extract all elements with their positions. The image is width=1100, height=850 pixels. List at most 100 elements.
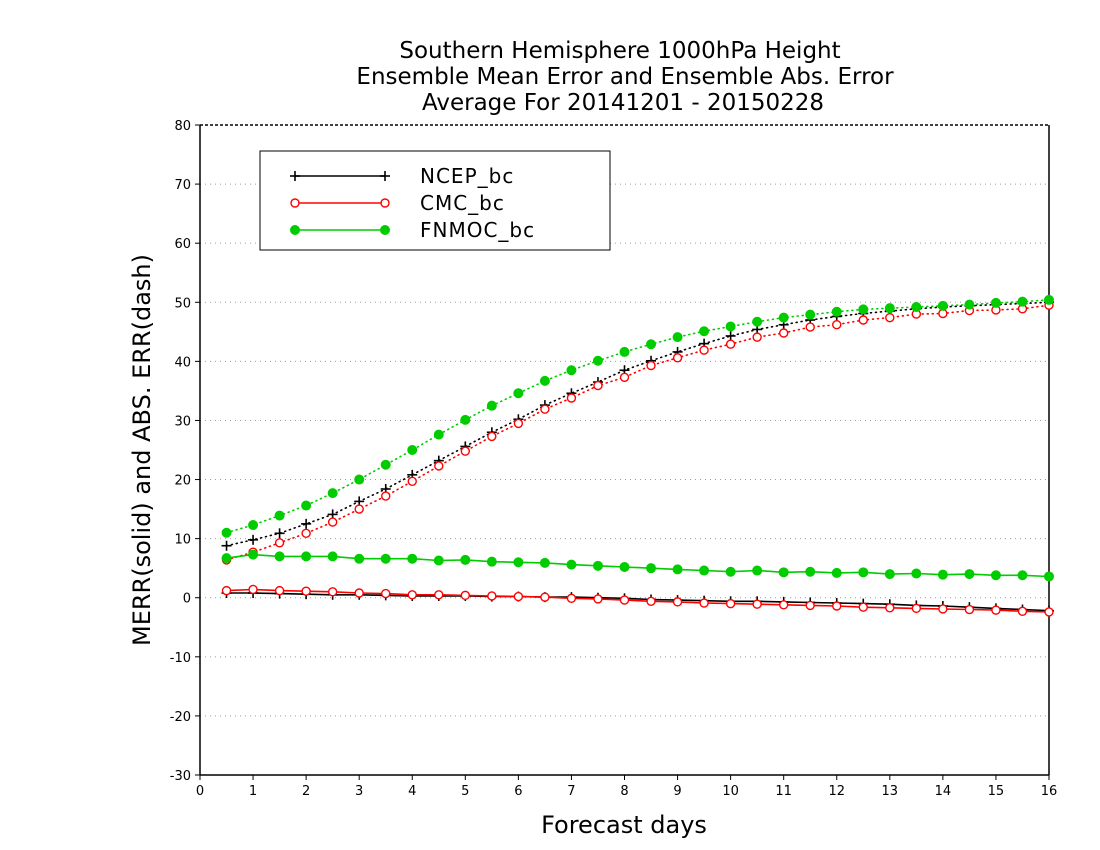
abs-err-point bbox=[964, 299, 975, 310]
abs-err-point bbox=[433, 429, 444, 440]
abs-err-line bbox=[225, 299, 1050, 534]
y-axis-label: MERR(solid) and ABS. ERR(dash) bbox=[128, 254, 156, 646]
x-tick-label: 4 bbox=[408, 784, 416, 799]
legend-marker-left bbox=[290, 198, 300, 208]
y-tick-label: 30 bbox=[174, 414, 191, 429]
x-tick-label: 11 bbox=[775, 784, 792, 799]
x-tick-label: 7 bbox=[567, 784, 575, 799]
merr-point bbox=[593, 594, 603, 604]
abs-err-point bbox=[566, 365, 577, 376]
y-tick-label: 70 bbox=[174, 178, 191, 193]
y-tick-label: 80 bbox=[174, 119, 191, 134]
merr-point bbox=[858, 602, 868, 612]
merr-point bbox=[937, 569, 948, 580]
merr-point bbox=[301, 586, 311, 596]
series-layer bbox=[221, 294, 1054, 617]
x-tick-label: 6 bbox=[514, 784, 522, 799]
x-tick-label: 8 bbox=[620, 784, 628, 799]
merr-point bbox=[434, 590, 444, 600]
merr-point bbox=[672, 564, 683, 575]
abs-err-point bbox=[354, 504, 364, 514]
abs-err-point bbox=[460, 414, 471, 425]
merr-point bbox=[911, 603, 922, 614]
abs-err-point bbox=[619, 372, 630, 383]
chart-title: Southern Hemisphere 1000hPa Height Ensem… bbox=[356, 38, 894, 116]
merr-point bbox=[354, 588, 364, 598]
merr-point bbox=[486, 556, 497, 567]
abs-err-point bbox=[725, 321, 736, 332]
abs-err-point bbox=[646, 339, 657, 350]
x-tick-label: 15 bbox=[988, 784, 1005, 799]
abs-err-point bbox=[407, 476, 417, 487]
abs-err-point bbox=[990, 297, 1001, 308]
abs-err-line bbox=[225, 304, 1050, 561]
abs-err-point bbox=[911, 302, 922, 312]
merr-point bbox=[540, 592, 550, 602]
x-axis-label: Forecast days bbox=[541, 811, 707, 839]
abs-err-point bbox=[778, 312, 789, 323]
x-tick-label: 3 bbox=[355, 784, 363, 799]
abs-err-point bbox=[274, 528, 285, 539]
merr-point bbox=[778, 567, 789, 578]
abs-err-point bbox=[593, 380, 603, 391]
merr-point bbox=[433, 555, 444, 566]
legend-marker-left bbox=[290, 225, 300, 235]
abs-err-point bbox=[672, 332, 683, 343]
merr-point bbox=[354, 553, 365, 564]
series-FNMOC_bc bbox=[221, 294, 1054, 582]
merr-point bbox=[248, 584, 258, 595]
abs-err-point bbox=[434, 461, 444, 471]
abs-err-point bbox=[487, 431, 497, 442]
merr-point bbox=[805, 566, 816, 577]
merr-line bbox=[226, 588, 1050, 613]
merr-point bbox=[699, 598, 709, 608]
merr-point bbox=[964, 604, 975, 615]
x-tick-label: 10 bbox=[722, 784, 739, 799]
merr-point bbox=[619, 595, 630, 605]
legend-marker-right bbox=[380, 198, 390, 208]
abs-err-point bbox=[513, 418, 524, 429]
merr-point bbox=[752, 565, 763, 576]
merr-point bbox=[885, 603, 895, 613]
abs-err-point bbox=[380, 459, 391, 470]
legend-marker-right bbox=[380, 171, 390, 181]
merr-point bbox=[566, 559, 577, 570]
merr-point bbox=[991, 605, 1001, 615]
abs-err-point bbox=[699, 345, 709, 355]
abs-err-point bbox=[407, 445, 418, 455]
merr-point bbox=[725, 566, 736, 577]
x-tick-label: 13 bbox=[882, 784, 899, 799]
x-tick-label: 14 bbox=[935, 784, 952, 799]
merr-point bbox=[911, 568, 922, 579]
abs-err-point bbox=[884, 303, 895, 314]
x-tick-label: 12 bbox=[828, 784, 845, 799]
merr-point bbox=[646, 563, 657, 574]
merr-point bbox=[327, 551, 338, 562]
merr-point bbox=[672, 597, 683, 607]
legend-entry: CMC_bc bbox=[290, 191, 504, 215]
abs-err-point bbox=[460, 446, 471, 456]
legend: NCEP_bc CMC_bc FNMOC_bc bbox=[259, 150, 611, 251]
merr-point bbox=[460, 554, 471, 565]
x-tick-label: 1 bbox=[249, 784, 257, 799]
merr-point bbox=[938, 604, 948, 614]
merr-point bbox=[327, 587, 338, 597]
x-axis-ticks: 0 1 2 3 4 5 6 7 8 9 10 11 12 13 14 15 16 bbox=[196, 775, 1057, 799]
abs-err-point bbox=[937, 300, 948, 311]
merr-point bbox=[460, 590, 471, 601]
merr-point bbox=[566, 593, 577, 604]
abs-err-point bbox=[778, 328, 789, 338]
abs-err-point bbox=[646, 360, 656, 371]
merr-point bbox=[1017, 606, 1028, 617]
merr-point bbox=[1017, 570, 1028, 581]
abs-err-point bbox=[592, 355, 603, 366]
y-tick-label: -10 bbox=[170, 651, 191, 666]
abs-err-point bbox=[301, 500, 312, 511]
y-tick-label: 50 bbox=[174, 296, 191, 311]
merr-point bbox=[699, 565, 710, 576]
merr-point bbox=[990, 570, 1001, 581]
abs-err-point bbox=[1044, 294, 1054, 305]
merr-point bbox=[513, 557, 524, 568]
merr-point bbox=[407, 590, 417, 600]
abs-err-point bbox=[832, 320, 842, 330]
